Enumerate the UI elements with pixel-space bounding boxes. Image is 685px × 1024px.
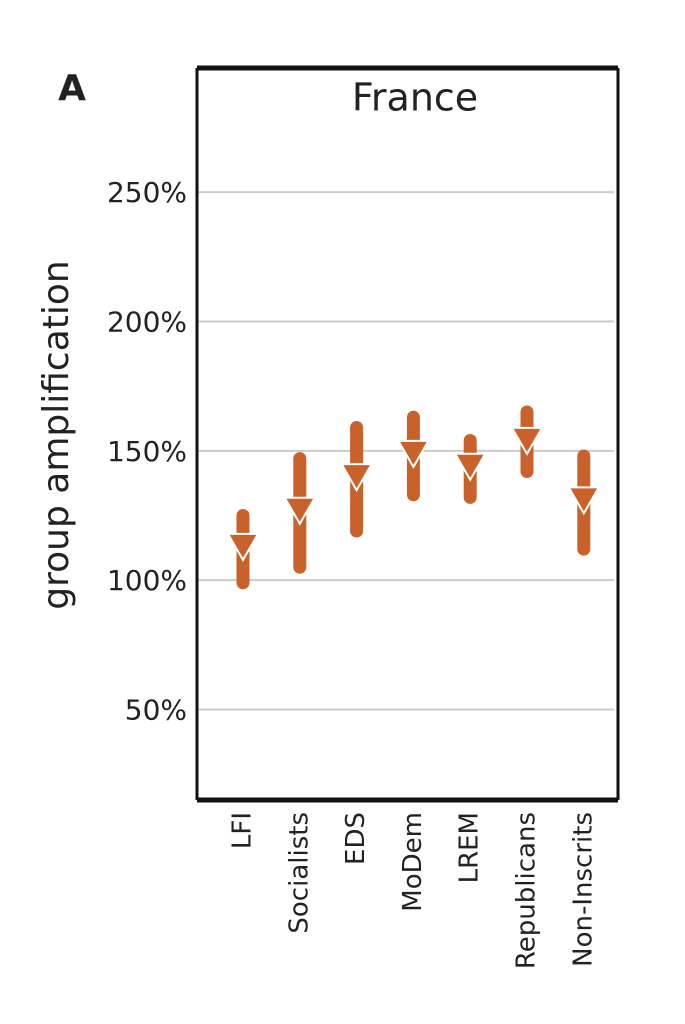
x-tick-label: Non-Inscrits [568, 812, 598, 967]
point-marker [510, 426, 544, 456]
y-tick-label: 100% [107, 564, 187, 597]
x-tick-label: LFI [228, 812, 258, 849]
y-tick-label: 200% [107, 305, 187, 338]
y-tick-label: 50% [125, 693, 187, 726]
panel-label: A [58, 68, 86, 109]
point-marker [453, 452, 487, 482]
x-tick-label: Socialists [284, 812, 314, 934]
x-tick-label: MoDem [398, 812, 428, 912]
chart-title: France [352, 76, 478, 120]
point-marker [339, 463, 374, 493]
point-marker [283, 496, 317, 526]
y-tick-label: 150% [107, 435, 187, 468]
point-marker [567, 486, 601, 516]
point-marker [226, 532, 260, 562]
point-marker [396, 439, 431, 469]
y-tick-label: 250% [107, 176, 187, 209]
y-axis-label: group amplification [36, 260, 77, 609]
x-tick-label: Republicans [512, 812, 542, 969]
x-tick-label: EDS [341, 812, 371, 865]
x-tick-label: LREM [455, 812, 485, 883]
